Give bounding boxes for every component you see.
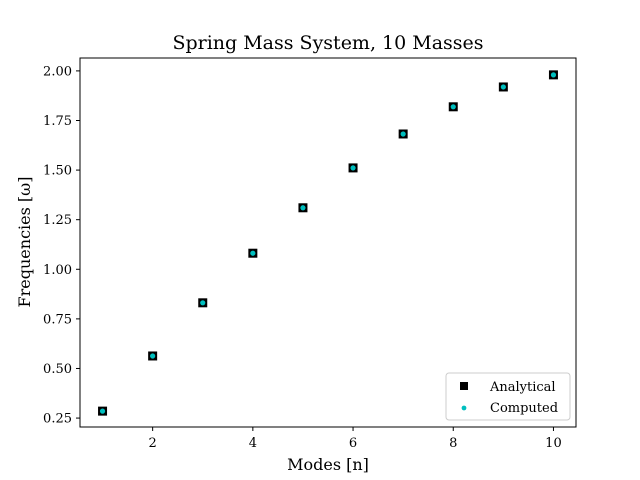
y-tick-label: 1.50 (43, 164, 72, 179)
computed-point (400, 131, 406, 137)
legend-label-analytical: Analytical (489, 380, 556, 395)
computed-point (300, 205, 306, 211)
y-tick-label: 1.00 (43, 263, 72, 278)
computed-point (150, 353, 156, 359)
legend-marker-computed (461, 405, 467, 411)
plot-area: 2 4 6 8 10 0.25 0.50 0.75 1.00 1.25 1.50 1.75 2.00 (43, 64, 562, 451)
x-axis-label: Modes [n] (287, 455, 369, 474)
y-tick-label: 1.75 (43, 114, 72, 129)
computed-point (450, 104, 456, 110)
y-tick-label: 1.25 (43, 213, 72, 228)
x-tick-label: 4 (249, 436, 257, 451)
x-tick-label: 8 (449, 436, 457, 451)
computed-point (550, 72, 557, 78)
axes-frame (79, 57, 577, 428)
x-tick-label: 10 (545, 436, 562, 451)
x-tick-label: 2 (149, 436, 157, 451)
y-tick-label: 0.50 (43, 362, 72, 377)
y-axis-label: Frequencies [ω] (15, 177, 34, 308)
legend: Analytical Computed (445, 372, 571, 421)
y-tick-label: 2.00 (43, 64, 72, 79)
legend-box (445, 372, 571, 421)
chart-title: Spring Mass System, 10 Masses (172, 32, 483, 54)
computed-point (200, 300, 206, 306)
y-tick-label: 0.25 (43, 412, 72, 427)
computed-point (350, 165, 356, 171)
computed-point (250, 250, 256, 256)
legend-marker-analytical (460, 382, 468, 390)
computed-point (99, 408, 106, 414)
legend-label-computed: Computed (490, 401, 558, 416)
x-tick-label: 6 (349, 436, 357, 451)
computed-point (500, 84, 506, 90)
y-tick-label: 0.75 (43, 312, 72, 327)
